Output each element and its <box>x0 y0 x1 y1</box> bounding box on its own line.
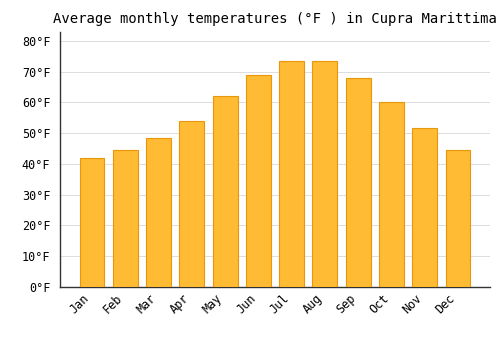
Bar <box>346 78 370 287</box>
Title: Average monthly temperatures (°F ) in Cupra Marittima: Average monthly temperatures (°F ) in Cu… <box>53 12 497 26</box>
Bar <box>246 75 271 287</box>
Bar <box>412 128 437 287</box>
Bar <box>180 121 204 287</box>
Bar <box>113 150 138 287</box>
Bar <box>446 150 470 287</box>
Bar <box>80 158 104 287</box>
Bar <box>312 61 338 287</box>
Bar <box>212 96 238 287</box>
Bar <box>146 138 171 287</box>
Bar <box>279 61 304 287</box>
Bar <box>379 102 404 287</box>
